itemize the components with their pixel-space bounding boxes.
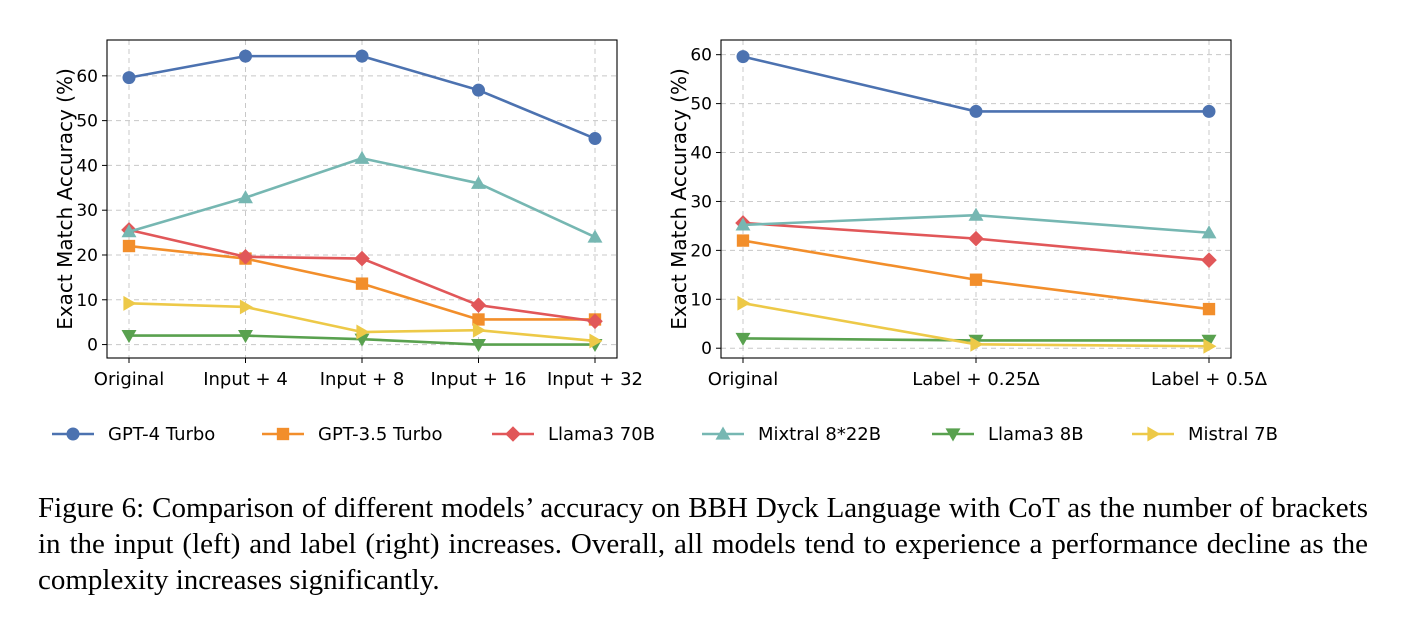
legend-label: GPT-4 Turbo xyxy=(108,424,215,445)
legend-marker xyxy=(505,426,521,442)
y-axis-label: Exact Match Accuracy (%) xyxy=(667,68,691,330)
data-point xyxy=(969,104,983,118)
data-point xyxy=(239,299,253,315)
x-tick-label: Input + 4 xyxy=(203,369,288,390)
data-point xyxy=(969,273,983,286)
legend-label: Mixtral 8*22B xyxy=(758,424,881,445)
legend-marker xyxy=(715,426,731,440)
y-tick-label: 60 xyxy=(76,67,98,87)
legend-entry-gpt-3-5-turbo: GPT-3.5 Turbo xyxy=(262,424,443,445)
data-point xyxy=(736,234,750,247)
data-point xyxy=(471,338,486,353)
legend: GPT-4 Turbo GPT-3.5 Turbo Llama3 70B Mixtra… xyxy=(52,424,1278,445)
data-point xyxy=(354,150,370,164)
data-point xyxy=(1201,252,1217,268)
y-tick-label: 40 xyxy=(76,156,98,176)
legend-entry-gpt-4-turbo: GPT-4 Turbo xyxy=(52,424,215,445)
y-axis-label: Exact Match Accuracy (%) xyxy=(53,68,77,330)
data-point xyxy=(587,229,603,243)
data-point xyxy=(1201,334,1217,348)
y-tick-label: 30 xyxy=(690,192,712,212)
data-point xyxy=(1202,104,1216,118)
data-point xyxy=(239,49,252,63)
data-point xyxy=(121,329,137,344)
data-point xyxy=(1203,338,1217,354)
series-mistral-7b xyxy=(123,295,603,349)
data-point xyxy=(122,71,136,85)
data-point xyxy=(355,49,369,63)
figure-caption: Figure 6: Comparison of different models… xyxy=(38,492,1368,596)
legend-entry-mistral-7b: Mistral 7B xyxy=(1132,424,1278,445)
series-gpt-3-5-turbo xyxy=(736,234,1216,316)
data-point xyxy=(356,324,370,340)
legend-marker xyxy=(1147,426,1161,442)
legend-label: Llama3 8B xyxy=(988,424,1084,445)
data-point xyxy=(238,329,253,344)
legend-entry-mixtral-8-22b: Mixtral 8*22B xyxy=(702,424,881,445)
data-point xyxy=(122,239,136,253)
data-point xyxy=(472,83,485,97)
legend-marker xyxy=(276,427,290,441)
series-mixtral-8-22b xyxy=(121,150,603,243)
data-point xyxy=(735,217,751,231)
data-point xyxy=(1202,302,1216,316)
legend-label: Llama3 70B xyxy=(548,424,655,445)
y-tick-label: 10 xyxy=(690,290,712,310)
y-tick-label: 0 xyxy=(87,336,98,356)
data-point xyxy=(354,250,370,267)
x-tick-label: Label + 0.25Δ xyxy=(912,369,1040,390)
y-tick-label: 10 xyxy=(76,291,98,311)
legend-marker xyxy=(945,428,961,442)
y-tick-label: 40 xyxy=(690,144,712,164)
y-tick-label: 20 xyxy=(690,241,712,261)
legend-entry-llama3-70b: Llama3 70B xyxy=(492,424,655,445)
y-tick-label: 50 xyxy=(76,112,98,132)
legend-label: GPT-3.5 Turbo xyxy=(318,424,443,445)
data-point xyxy=(587,313,603,330)
legend-marker xyxy=(66,427,80,441)
series-mistral-7b xyxy=(737,295,1217,354)
data-point xyxy=(237,248,254,265)
data-point xyxy=(588,132,602,146)
data-point xyxy=(968,207,984,221)
data-point xyxy=(970,336,984,352)
x-tick-label: Original xyxy=(708,369,778,390)
series-gpt-4-turbo xyxy=(736,50,1216,118)
data-point xyxy=(123,295,137,311)
x-tick-label: Input + 16 xyxy=(430,369,526,390)
data-point xyxy=(470,297,487,313)
data-point xyxy=(737,295,751,311)
figure-6: 0 10 20 30 40 50 60 Original Input + 4 Input + 8 I… xyxy=(52,39,1278,445)
x-tick-label: Input + 32 xyxy=(547,369,643,390)
data-point xyxy=(968,230,984,247)
data-point xyxy=(1201,225,1217,239)
data-point xyxy=(589,333,603,349)
data-point xyxy=(735,332,751,346)
chart-panel-left: 0 10 20 30 40 50 60 Original Input + 4 Input + 8 I… xyxy=(53,39,643,390)
legend-label: Mistral 7B xyxy=(1188,424,1278,445)
y-tick-label: 60 xyxy=(690,46,712,66)
plot-frame xyxy=(106,39,618,359)
series-llama3-70b xyxy=(121,222,603,330)
y-tick-label: 0 xyxy=(701,339,712,359)
y-tick-label: 50 xyxy=(690,95,712,115)
x-tick-label: Input + 8 xyxy=(320,369,405,390)
y-tick-label: 30 xyxy=(76,201,98,221)
series-gpt-4-turbo xyxy=(122,49,602,146)
plot-frame xyxy=(720,39,1232,359)
data-point xyxy=(472,322,486,338)
x-tick-label: Original xyxy=(94,369,164,390)
y-tick-label: 20 xyxy=(76,246,98,266)
data-point xyxy=(121,224,137,238)
data-point xyxy=(355,277,369,290)
series-mixtral-8-22b xyxy=(735,207,1217,239)
data-point xyxy=(471,175,486,189)
x-tick-label: Label + 0.5Δ xyxy=(1151,369,1268,390)
data-point xyxy=(472,313,485,326)
data-point xyxy=(736,50,750,64)
data-point xyxy=(238,190,253,204)
chart-panel-right: 0 10 20 30 40 50 60 Original Label + 0.25Δ Label … xyxy=(667,39,1268,390)
legend-entry-llama3-8b: Llama3 8B xyxy=(932,424,1084,445)
